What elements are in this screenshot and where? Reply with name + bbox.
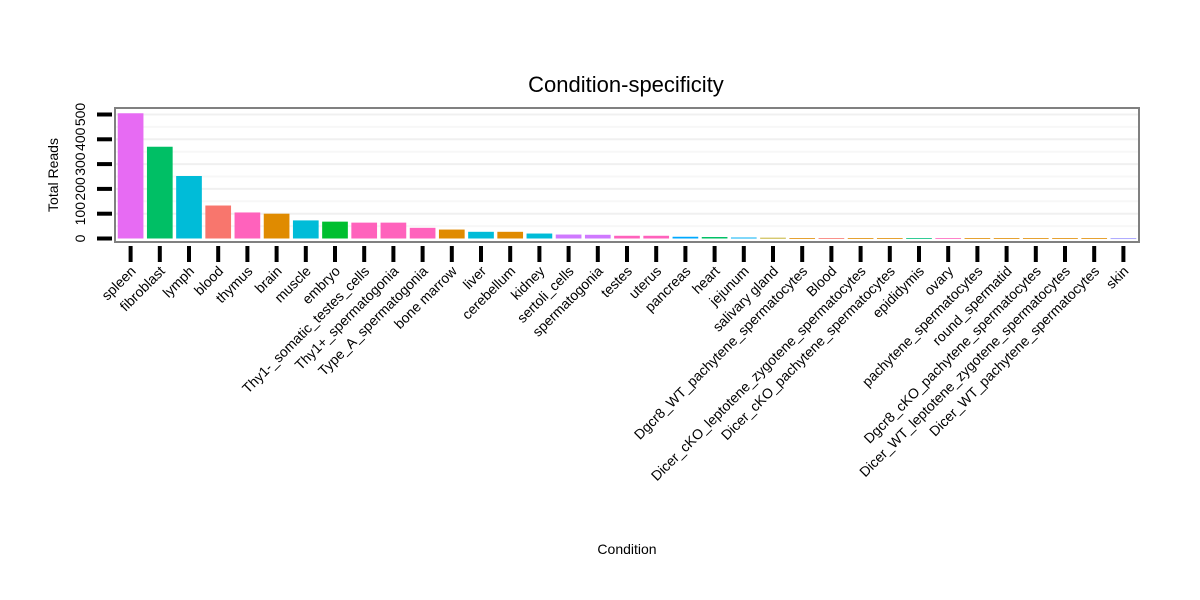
bar bbox=[1081, 238, 1108, 239]
bar bbox=[876, 238, 903, 239]
bar bbox=[643, 235, 670, 239]
bar bbox=[760, 237, 786, 239]
bar bbox=[205, 205, 232, 239]
bar bbox=[1022, 238, 1049, 239]
bar bbox=[614, 235, 640, 239]
x-tick-label: skin bbox=[1103, 263, 1132, 292]
bar bbox=[818, 238, 845, 239]
chart-title: Condition-specificity bbox=[528, 72, 724, 97]
bar bbox=[468, 231, 494, 239]
y-tick-label: 100 bbox=[72, 202, 88, 226]
bar bbox=[146, 146, 173, 239]
bar bbox=[1110, 238, 1137, 240]
bar bbox=[935, 238, 962, 239]
bar bbox=[176, 176, 202, 239]
y-tick-label: 500 bbox=[72, 103, 88, 127]
bar bbox=[263, 213, 290, 239]
bar bbox=[555, 234, 582, 239]
grid bbox=[116, 113, 1138, 228]
bar bbox=[438, 229, 465, 239]
bar bbox=[234, 212, 261, 239]
y-tick-label: 300 bbox=[72, 152, 88, 176]
bar bbox=[117, 113, 144, 239]
bar bbox=[789, 238, 816, 239]
bar bbox=[672, 236, 699, 239]
bar bbox=[1052, 238, 1078, 239]
bar bbox=[380, 222, 407, 239]
y-tick-label: 200 bbox=[72, 177, 88, 201]
bars bbox=[117, 113, 1137, 240]
y-tick-label: 0 bbox=[72, 234, 88, 242]
bar bbox=[964, 238, 991, 239]
bar bbox=[701, 237, 728, 239]
bar bbox=[847, 238, 874, 239]
bar bbox=[730, 237, 757, 239]
x-axis: spleenfibroblastlymphbloodthymusbrainmus… bbox=[98, 246, 1132, 484]
bar bbox=[292, 220, 319, 239]
x-axis-label: Condition bbox=[597, 541, 656, 557]
y-tick-label: 400 bbox=[72, 127, 88, 151]
bar bbox=[526, 233, 553, 239]
bar bbox=[322, 221, 348, 239]
plot-frame bbox=[114, 107, 1140, 243]
bar bbox=[409, 227, 436, 239]
x-tick-label: lymph bbox=[159, 263, 197, 301]
bar bbox=[584, 234, 611, 239]
bar bbox=[351, 222, 378, 239]
bar bbox=[906, 238, 932, 239]
bar bbox=[993, 238, 1020, 239]
y-axis-label: Total Reads bbox=[45, 138, 61, 212]
bar bbox=[497, 231, 524, 239]
